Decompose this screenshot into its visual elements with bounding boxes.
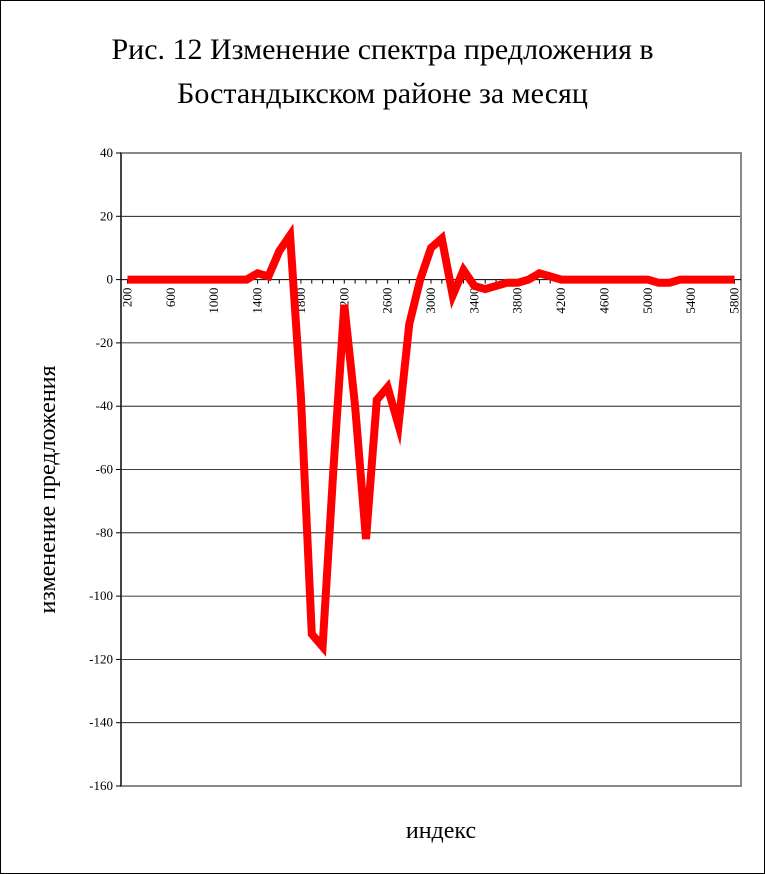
x-tick-label: 5000 (640, 288, 655, 314)
x-tick-label: 4600 (596, 288, 611, 314)
series-line (127, 223, 735, 657)
x-tick-label: 1000 (206, 288, 221, 314)
y-tick-label: -100 (89, 588, 113, 603)
y-tick-label: -160 (89, 778, 113, 793)
x-tick-label: 1400 (250, 288, 265, 314)
y-tick-label: -80 (96, 525, 113, 540)
y-tick-label: 20 (100, 208, 113, 223)
x-axis-ticks: 200 600 1000 1400 1800 2200 2600 3000 3400 3800 42… (120, 279, 741, 314)
chart-title: Рис. 12 Изменение спектра предложения в … (0, 28, 765, 116)
x-tick-label: 2600 (380, 288, 395, 314)
x-tick-label: 200 (120, 288, 135, 308)
x-tick-label: 3800 (510, 288, 525, 314)
y-tick-label: -40 (96, 398, 113, 413)
x-tick-label: 3000 (423, 288, 438, 314)
x-tick-label: 5800 (726, 288, 741, 314)
x-tick-label: 5400 (683, 288, 698, 314)
y-tick-label: -140 (89, 715, 113, 730)
x-tick-label: 600 (163, 288, 178, 308)
x-tick-label: 3400 (466, 288, 481, 314)
y-tick-label: 40 (100, 145, 113, 160)
chart-title-line-1: Рис. 12 Изменение спектра предложения в (111, 33, 654, 66)
x-axis-title: индекс (406, 818, 476, 844)
y-tick-label: 0 (107, 272, 114, 287)
x-tick-label: 4200 (553, 288, 568, 314)
y-axis-ticks: 40 20 0 -20 -40 -60 -80 -100 -120 -140 -160 (89, 145, 121, 793)
y-axis-title: изменение предложения (35, 365, 61, 613)
y-tick-label: -60 (96, 462, 113, 477)
y-tick-label: -120 (89, 651, 113, 666)
y-tick-label: -20 (96, 335, 113, 350)
chart-title-line-2: Бостандыкском районе за месяц (177, 77, 588, 110)
